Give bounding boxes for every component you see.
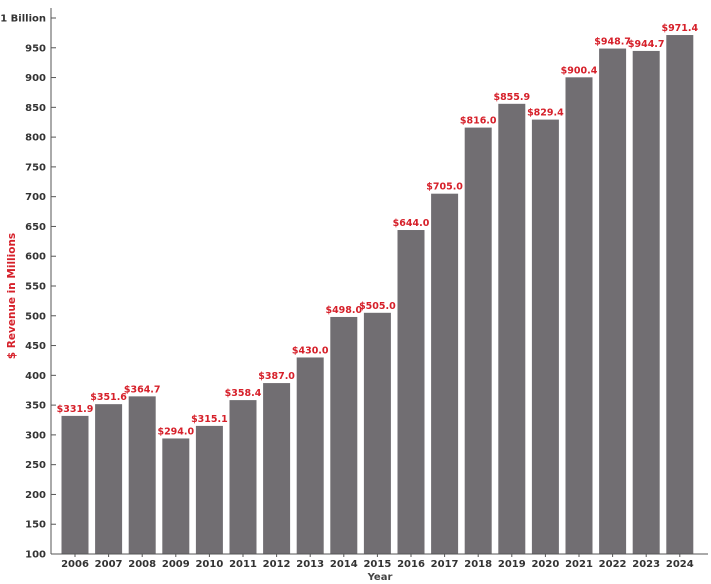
data-label-2013: $430.0 bbox=[292, 345, 329, 356]
data-label-2009: $294.0 bbox=[157, 426, 194, 437]
bar-2008 bbox=[128, 396, 156, 554]
bar-2018 bbox=[464, 127, 492, 555]
bar-2009 bbox=[162, 438, 190, 554]
data-labels-layer: $331.9$351.6$364.7 $294.0$315.1 $358.4 $387… bbox=[57, 23, 699, 437]
bar-2017 bbox=[431, 193, 459, 554]
x-tick-label-2023: 2023 bbox=[632, 559, 660, 570]
x-tick-label-2021: 2021 bbox=[565, 559, 593, 570]
y-axis-title: $ Revenue in Millions bbox=[6, 233, 18, 359]
x-tick-label-2018: 2018 bbox=[464, 559, 492, 570]
x-tick-label-2008: 2008 bbox=[128, 559, 156, 570]
y-tick-label: 750 bbox=[25, 162, 46, 173]
bars-layer bbox=[61, 35, 694, 555]
y-axis-ticks: 100 150 200 250 300 350 400 450 500 550 600 650 700 7… bbox=[0, 14, 56, 561]
y-tick-label: 150 bbox=[25, 520, 46, 531]
x-axis-ticks: 2006 2007 2008 2009 2010 2011 2012 2013 2014 2015… bbox=[61, 554, 694, 570]
bar-2011 bbox=[229, 400, 257, 554]
bar-2021 bbox=[565, 77, 593, 555]
y-tick-label: 850 bbox=[25, 103, 46, 114]
bar-2022 bbox=[599, 48, 627, 554]
bar-2006 bbox=[61, 415, 89, 554]
bar-2020 bbox=[531, 119, 559, 554]
data-label-2023: $944.7 bbox=[628, 39, 665, 50]
data-label-2008: $364.7 bbox=[124, 384, 161, 395]
y-tick-label: 300 bbox=[25, 430, 46, 441]
y-tick-label: 450 bbox=[25, 341, 46, 352]
x-tick-label-2007: 2007 bbox=[95, 559, 123, 570]
data-label-2024: $971.4 bbox=[661, 23, 698, 34]
bar-2013 bbox=[296, 357, 324, 554]
data-label-2018: $816.0 bbox=[460, 116, 497, 127]
bar-2012 bbox=[263, 383, 291, 554]
y-tick-label: 500 bbox=[25, 311, 46, 322]
x-tick-label-2020: 2020 bbox=[531, 559, 559, 570]
bar-2023 bbox=[632, 50, 660, 554]
y-tick-label: 1 Billion bbox=[0, 14, 46, 25]
y-tick-label: 200 bbox=[25, 490, 46, 501]
x-tick-label-2012: 2012 bbox=[263, 559, 291, 570]
x-tick-label-2010: 2010 bbox=[195, 559, 223, 570]
x-tick-label-2024: 2024 bbox=[666, 559, 694, 570]
x-tick-label-2009: 2009 bbox=[162, 559, 190, 570]
axes-layer bbox=[50, 8, 708, 555]
bar-2010 bbox=[195, 425, 223, 554]
y-tick-label: 650 bbox=[25, 222, 46, 233]
data-label-2014: $498.0 bbox=[325, 305, 362, 316]
y-tick-label: 550 bbox=[25, 282, 46, 293]
data-label-2016: $644.0 bbox=[393, 218, 430, 229]
bar-2024 bbox=[666, 35, 694, 554]
data-label-2006: $331.9 bbox=[57, 404, 94, 415]
bar-2015 bbox=[363, 312, 391, 554]
y-tick-label: 350 bbox=[25, 401, 46, 412]
x-tick-label-2019: 2019 bbox=[498, 559, 526, 570]
y-tick-label: 250 bbox=[25, 460, 46, 471]
bar-2019 bbox=[498, 103, 526, 555]
bar-2016 bbox=[397, 230, 425, 555]
data-label-2015: $505.0 bbox=[359, 301, 396, 312]
x-tick-label-2017: 2017 bbox=[431, 559, 459, 570]
y-tick-label: 900 bbox=[25, 73, 46, 84]
x-tick-label-2011: 2011 bbox=[229, 559, 257, 570]
x-tick-label-2014: 2014 bbox=[330, 559, 358, 570]
x-tick-label-2015: 2015 bbox=[363, 559, 391, 570]
y-tick-label: 800 bbox=[25, 133, 46, 144]
data-label-2007: $351.6 bbox=[90, 392, 127, 403]
bar-2007 bbox=[95, 404, 123, 554]
data-label-2022: $948.7 bbox=[594, 37, 631, 48]
data-label-2020: $829.4 bbox=[527, 108, 564, 119]
x-tick-label-2013: 2013 bbox=[296, 559, 324, 570]
x-axis-title: Year bbox=[367, 572, 393, 583]
x-tick-label-2006: 2006 bbox=[61, 559, 89, 570]
bar-2014 bbox=[330, 316, 358, 554]
x-tick-label-2022: 2022 bbox=[599, 559, 627, 570]
x-tick-label-2016: 2016 bbox=[397, 559, 425, 570]
data-label-2010: $315.1 bbox=[191, 414, 228, 425]
y-tick-label: 100 bbox=[25, 550, 46, 561]
data-label-2019: $855.9 bbox=[493, 92, 530, 103]
data-label-2012: $387.0 bbox=[258, 371, 295, 382]
data-label-2017: $705.0 bbox=[426, 182, 463, 193]
y-tick-label: 400 bbox=[25, 371, 46, 382]
y-tick-label: 700 bbox=[25, 192, 46, 203]
data-label-2021: $900.4 bbox=[561, 65, 598, 76]
data-label-2011: $358.4 bbox=[225, 388, 262, 399]
y-tick-label: 950 bbox=[25, 43, 46, 54]
y-tick-label: 600 bbox=[25, 252, 46, 263]
